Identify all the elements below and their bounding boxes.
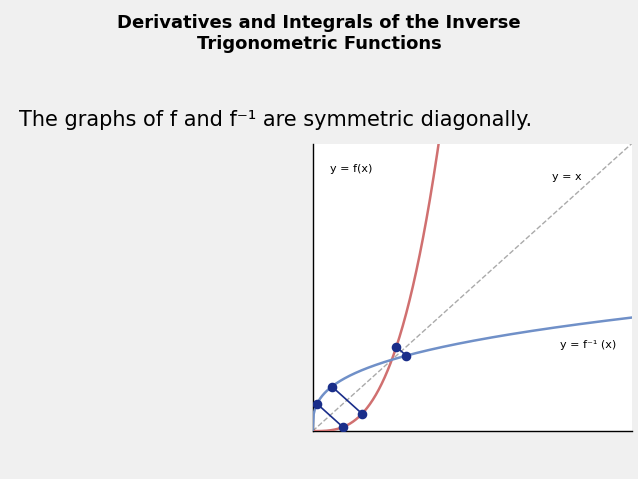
Text: Derivatives and Integrals of the Inverse
Trigonometric Functions: Derivatives and Integrals of the Inverse…	[117, 14, 521, 53]
Point	[401, 352, 412, 359]
Text: y = f⁻¹ (x): y = f⁻¹ (x)	[560, 341, 616, 351]
Text: The graphs of f and f⁻¹ are symmetric diagonally.: The graphs of f and f⁻¹ are symmetric di…	[19, 110, 532, 130]
Text: y = f(x): y = f(x)	[330, 164, 373, 174]
Point	[338, 423, 348, 431]
Point	[312, 400, 322, 408]
Text: y = x: y = x	[552, 171, 581, 182]
Point	[327, 383, 337, 390]
Point	[391, 343, 401, 351]
Point	[357, 410, 367, 418]
